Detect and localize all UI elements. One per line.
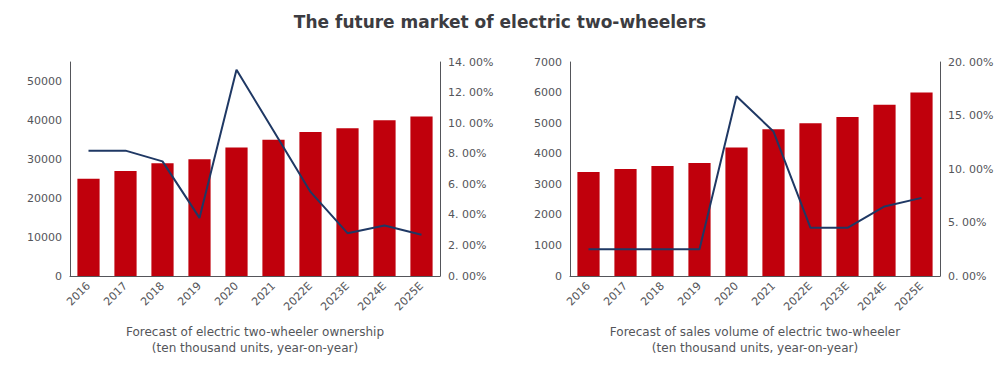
svg-text:2017: 2017: [101, 279, 130, 308]
svg-text:10000: 10000: [27, 231, 62, 244]
svg-text:30000: 30000: [27, 153, 62, 166]
svg-text:(ten thousand units, year-on-y: (ten thousand units, year-on-year): [152, 341, 358, 355]
svg-text:2021: 2021: [249, 279, 278, 308]
svg-text:5. 00%: 5. 00%: [948, 216, 986, 229]
svg-text:2018: 2018: [638, 279, 667, 308]
svg-text:Forecast of sales volume of el: Forecast of sales volume of electric two…: [610, 325, 900, 339]
svg-text:20. 00%: 20. 00%: [948, 56, 993, 69]
svg-text:2022E: 2022E: [281, 279, 315, 313]
svg-text:3000: 3000: [534, 178, 562, 191]
svg-text:6. 00%: 6. 00%: [448, 178, 486, 191]
svg-text:15. 00%: 15. 00%: [948, 109, 993, 122]
svg-text:50000: 50000: [27, 75, 62, 88]
svg-text:2021: 2021: [749, 279, 778, 308]
svg-text:2024E: 2024E: [855, 279, 889, 313]
svg-text:10. 00%: 10. 00%: [948, 163, 993, 176]
svg-text:5000: 5000: [534, 117, 562, 130]
svg-text:2016: 2016: [64, 279, 93, 308]
svg-text:2023E: 2023E: [318, 279, 352, 313]
svg-text:14. 00%: 14. 00%: [448, 56, 493, 69]
svg-text:2022E: 2022E: [781, 279, 815, 313]
svg-text:0: 0: [55, 270, 62, 283]
svg-text:2000: 2000: [534, 208, 562, 221]
svg-text:2024E: 2024E: [355, 279, 389, 313]
svg-text:40000: 40000: [27, 114, 62, 127]
svg-text:1000: 1000: [534, 239, 562, 252]
svg-text:2025E: 2025E: [892, 279, 926, 313]
svg-text:2018: 2018: [138, 279, 167, 308]
svg-text:The future market of electric: The future market of electric two-wheele…: [294, 12, 706, 32]
svg-text:10. 00%: 10. 00%: [448, 117, 493, 130]
svg-text:2023E: 2023E: [818, 279, 852, 313]
svg-text:0. 00%: 0. 00%: [448, 270, 486, 283]
svg-text:Forecast of electric two-wheel: Forecast of electric two-wheeler ownersh…: [126, 325, 384, 339]
svg-text:(ten thousand units, year-on-y: (ten thousand units, year-on-year): [652, 341, 858, 355]
svg-text:2020: 2020: [212, 279, 241, 308]
svg-text:2016: 2016: [564, 279, 593, 308]
svg-text:4. 00%: 4. 00%: [448, 208, 486, 221]
svg-text:6000: 6000: [534, 86, 562, 99]
svg-text:4000: 4000: [534, 147, 562, 160]
svg-text:0: 0: [555, 270, 562, 283]
svg-text:2025E: 2025E: [392, 279, 426, 313]
svg-text:2. 00%: 2. 00%: [448, 239, 486, 252]
svg-text:2017: 2017: [601, 279, 630, 308]
svg-text:8. 00%: 8. 00%: [448, 147, 486, 160]
svg-text:2020: 2020: [712, 279, 741, 308]
svg-text:7000: 7000: [534, 56, 562, 69]
svg-text:2019: 2019: [675, 279, 704, 308]
svg-text:2019: 2019: [175, 279, 204, 308]
svg-text:12. 00%: 12. 00%: [448, 86, 493, 99]
svg-text:20000: 20000: [27, 192, 62, 205]
svg-text:0. 00%: 0. 00%: [948, 270, 986, 283]
